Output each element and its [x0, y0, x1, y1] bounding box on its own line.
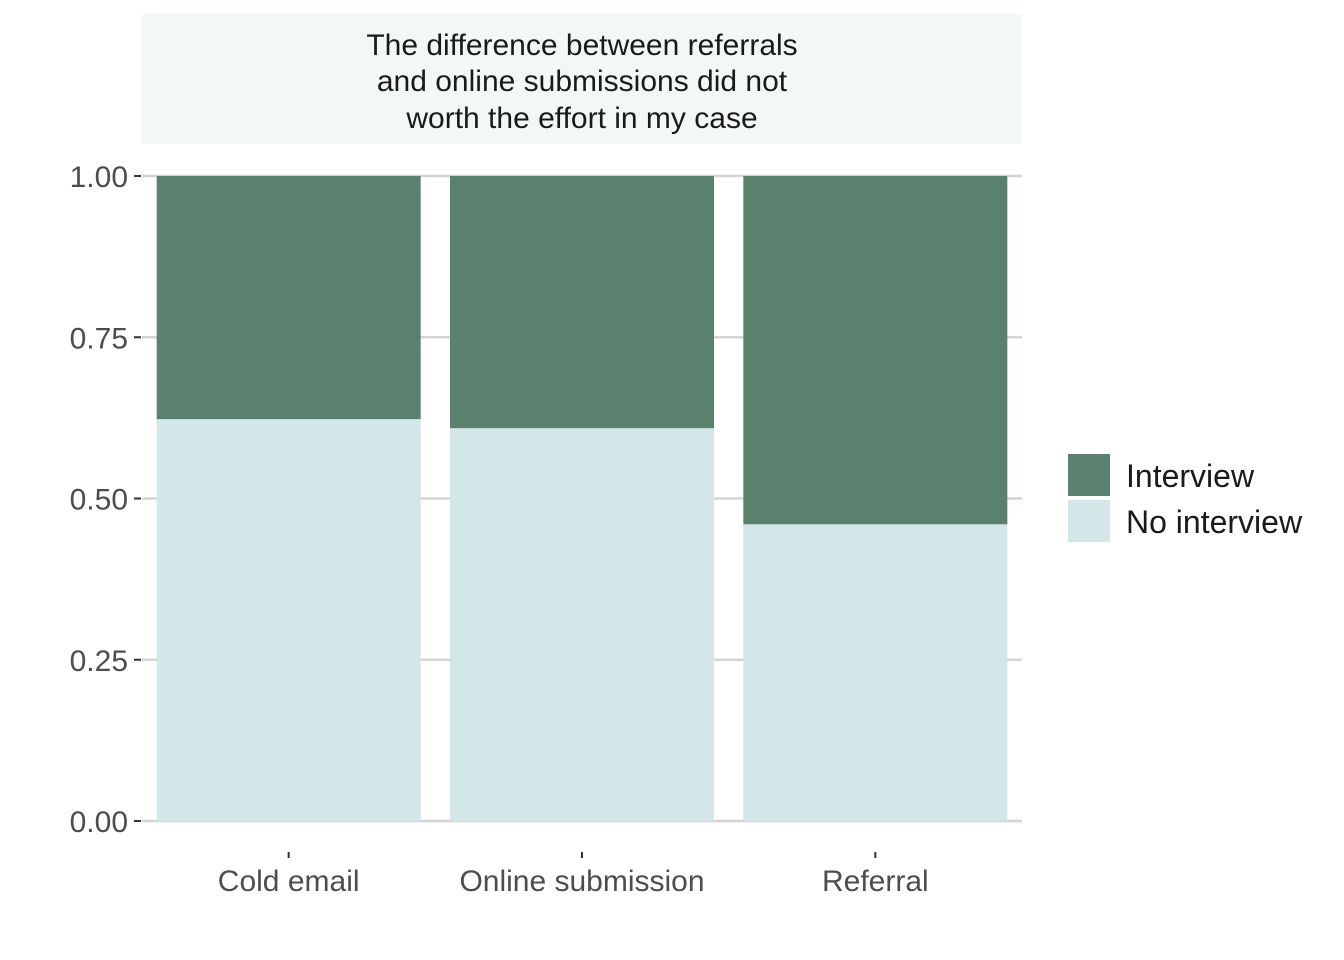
bar-online-submission-interview [450, 176, 714, 429]
legend: Interview No interview [1068, 454, 1303, 542]
legend-swatch-interview [1068, 454, 1110, 496]
x-tick-label-1: Online submission [459, 865, 704, 898]
y-tick-label-3: 0.75 [70, 322, 128, 355]
bar-cold-email-no-interview [156, 419, 421, 821]
facet-title-line-2: and online submissions did not [377, 65, 788, 98]
x-tick-label-2: Referral [822, 865, 929, 898]
facet-title-line-1: The difference between referrals [366, 29, 797, 62]
bar-referral-no-interview [743, 524, 1008, 821]
legend-label-no-interview: No interview [1126, 504, 1303, 540]
facet-title-line-3: worth the effort in my case [405, 102, 757, 135]
bars [156, 176, 1008, 821]
legend-label-interview: Interview [1126, 458, 1255, 494]
bar-referral-interview [743, 176, 1008, 525]
bar-cold-email-interview [156, 176, 421, 420]
bar-online-submission-no-interview [450, 428, 714, 821]
y-tick-label-1: 0.25 [70, 645, 128, 678]
y-axis: 0.00 0.25 0.50 0.75 1.00 [70, 161, 141, 839]
y-tick-label-2: 0.50 [70, 484, 128, 517]
y-tick-label-0: 0.00 [70, 806, 128, 839]
x-axis: Cold email Online submission Referral [218, 852, 929, 898]
legend-swatch-no-interview [1068, 500, 1110, 542]
y-tick-label-4: 1.00 [70, 161, 128, 194]
facet-strip [142, 14, 1022, 144]
x-tick-label-0: Cold email [218, 865, 360, 898]
